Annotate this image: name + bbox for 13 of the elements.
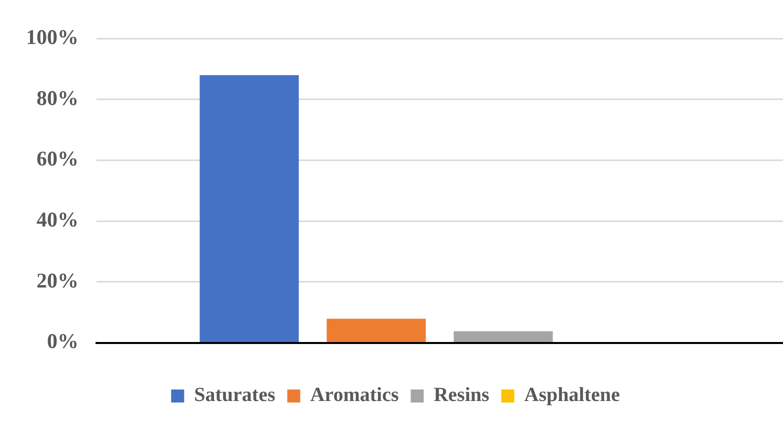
legend-label: Aromatics [310,384,399,406]
y-tick-label: 80% [36,86,78,110]
y-tick-label: 40% [36,208,78,232]
y-tick-label: 20% [36,268,78,292]
y-tick-label: 0% [47,329,78,354]
y-tick-label: 100% [26,25,78,50]
bar [200,75,299,342]
legend-label: Asphaltene [524,384,620,406]
legend-label: Saturates [194,384,276,406]
bar [454,331,553,342]
bar [326,318,426,342]
legend-label: Resins [434,384,490,406]
y-tick-label: 60% [36,146,78,171]
